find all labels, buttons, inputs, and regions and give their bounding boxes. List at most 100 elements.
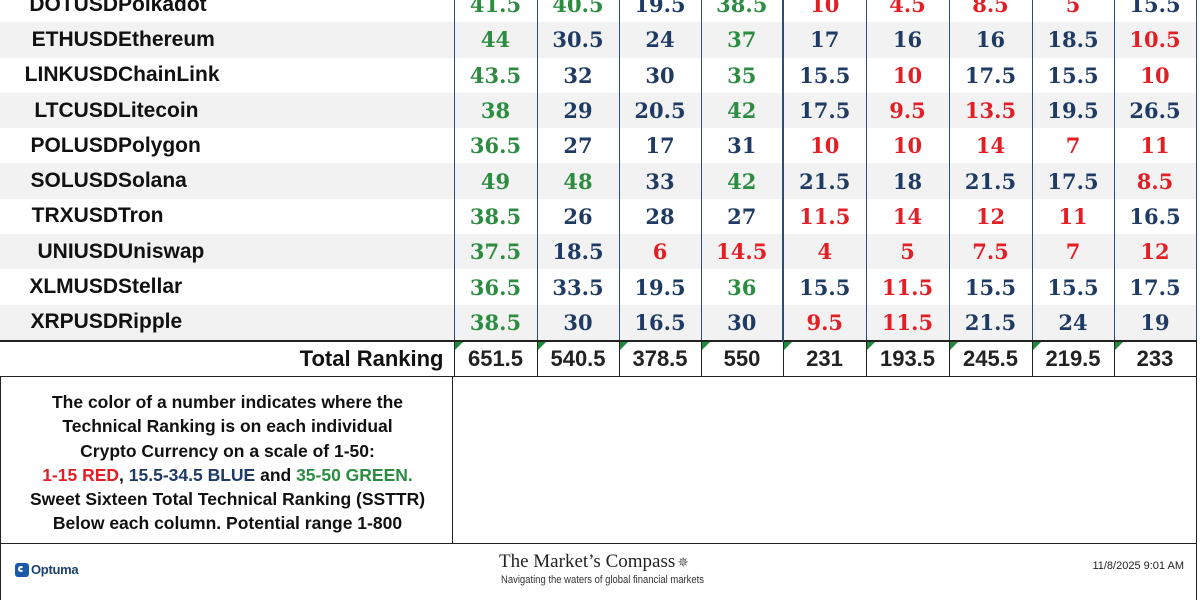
ranking-cell: 26 (537, 198, 620, 235)
ranking-cell: 11.5 (866, 304, 950, 341)
ranking-cell: 30 (537, 304, 620, 341)
crypto-name: Stellar (118, 269, 455, 305)
ranking-cell: 10 (783, 0, 867, 23)
ranking-cell: 15.5 (1114, 0, 1197, 23)
crypto-symbol: TRXUSD (31, 204, 118, 228)
ranking-cell: 21.5 (949, 304, 1033, 341)
ranking-cell: 15.5 (783, 57, 867, 93)
green-triangle-icon (619, 342, 628, 350)
ranking-cell: 32 (537, 57, 620, 93)
green-triangle-icon (949, 342, 958, 350)
ranking-cell: 19.5 (1032, 92, 1115, 129)
total-value: 219.5 (1032, 339, 1115, 377)
ranking-cell: 16 (949, 22, 1033, 58)
ranking-cell: 38.5 (454, 304, 538, 341)
table-row: ETHUSD Ethereum 44 30.5 24 37 17 16 16 18.5 10.5 (0, 22, 1197, 58)
ranking-cell: 11 (1032, 198, 1115, 235)
ranking-cell: 15.5 (1032, 269, 1115, 305)
total-value: 193.5 (866, 339, 950, 377)
ranking-cell: 14.5 (701, 234, 784, 270)
crypto-symbol: UNIUSD (0, 234, 118, 270)
ranking-cell: 14 (866, 198, 950, 235)
empty-panel (453, 376, 1197, 544)
ranking-cell: 15.5 (783, 269, 867, 305)
ranking-cell: 10 (783, 128, 867, 164)
ranking-cell: 8.5 (1114, 163, 1197, 199)
ranking-rows: DOTUSD Polkadot 41.5 40.5 19.5 38.5 10 4.5 8.5 5 1… (0, 0, 1197, 341)
legend-blue-range: 15.5-34.5 BLUE (128, 464, 256, 485)
crypto-name: Solana (118, 163, 455, 199)
ranking-cell: 36.5 (454, 269, 538, 305)
footer: Optuma The Market’s Compass ✵ Navigating … (0, 544, 1197, 600)
ranking-cell: 19.5 (619, 0, 702, 23)
ranking-cell: 29 (537, 92, 620, 129)
crypto-symbol: SOLUSD (0, 163, 118, 199)
crypto-name: Polygon (118, 128, 455, 164)
total-value: 231 (783, 339, 867, 377)
crypto-symbol: XRPUSD (0, 304, 118, 341)
ranking-cell: 15.5 (949, 269, 1033, 305)
ranking-cell: 17.5 (1114, 269, 1197, 305)
crypto-symbol: LTCUSD (0, 92, 118, 129)
ranking-cell: 11 (1114, 128, 1197, 164)
table-row: SOLUSD Solana 49 48 33 42 21.5 18 21.5 17.5 8.5 (0, 163, 1197, 199)
ranking-cell: 9.5 (783, 304, 867, 341)
ranking-cell: 30 (701, 304, 784, 341)
ranking-cell: 36 (701, 269, 784, 305)
ranking-cell: 6 (619, 234, 702, 270)
ranking-cell: 28 (619, 198, 702, 235)
table-row: UNIUSD Uniswap 37.5 18.5 6 14.5 4 5 7.5 7 12 (0, 234, 1197, 270)
total-value: 378.5 (619, 339, 702, 377)
ranking-cell: 21.5 (949, 163, 1033, 199)
ranking-cell: 12 (949, 198, 1033, 235)
table-row: LINKUSD ChainLink 43.5 32 30 35 15.5 10 17.5 15.5… (0, 57, 1197, 93)
crypto-symbol: DOTUSD (29, 0, 118, 16)
total-value: 233 (1114, 339, 1197, 377)
legend-line: The color of a number indicates where th… (51, 392, 404, 412)
optuma-name: Optuma (31, 562, 79, 577)
ranking-cell: 10 (1114, 57, 1197, 93)
legend-text: The color of a number indicates where th… (1, 390, 454, 536)
ranking-cell: 16 (866, 22, 950, 58)
ranking-table: DOTUSD Polkadot 41.5 40.5 19.5 38.5 10 4.5 8.5 5 1… (0, 0, 1197, 377)
ranking-cell: 5 (1032, 0, 1115, 23)
ranking-cell: 13.5 (949, 92, 1033, 129)
ranking-cell: 33.5 (537, 269, 620, 305)
optuma-logo: Optuma (15, 562, 79, 577)
ranking-cell: 43.5 (454, 57, 538, 93)
ranking-cell: 17 (783, 22, 867, 58)
ranking-cell: 42 (701, 92, 784, 129)
crypto-name: Uniswap (118, 234, 455, 270)
ranking-cell: 17 (619, 128, 702, 164)
total-ranking-label: Total Ranking (0, 339, 455, 377)
ranking-cell: 15.5 (1032, 57, 1115, 93)
ranking-cell: 17.5 (1032, 163, 1115, 199)
total-value: 540.5 (537, 339, 620, 377)
ranking-cell: 27 (701, 198, 784, 235)
ranking-cell: 4.5 (866, 0, 950, 23)
ranking-cell: 4 (783, 234, 867, 270)
ranking-cell: 11.5 (783, 198, 867, 235)
crypto-symbol: POLUSD (30, 133, 118, 157)
ranking-cell: 20.5 (619, 92, 702, 129)
legend-red-range: 1-15 RED (42, 464, 120, 485)
ranking-cell: 19 (1114, 304, 1197, 341)
ranking-cell: 44 (454, 22, 538, 58)
ranking-cell: 10 (866, 57, 950, 93)
total-ranking-row: Total Ranking 651.5 540.5 378.5 550 231 … (0, 339, 1197, 377)
legend-color-key: 1-15 RED, 15.5-34.5 BLUE and 35-50 GREEN… (1, 463, 454, 487)
markets-compass-tagline: Navigating the waters of global financia… (501, 574, 704, 586)
crypto-symbol: ETHUSD (0, 22, 118, 58)
legend-line: Technical Ranking is on each individual (62, 416, 393, 437)
crypto-name: Litecoin (118, 92, 455, 129)
ranking-cell: 17.5 (949, 57, 1033, 93)
ranking-cell: 17.5 (783, 92, 867, 129)
ranking-cell: 35 (701, 57, 784, 93)
table-row: LTCUSD Litecoin 38 29 20.5 42 17.5 9.5 13.5 19.5 2… (0, 92, 1197, 129)
legend-line: Crypto Currency on a scale of 1-50: (80, 440, 375, 461)
ranking-cell: 24 (619, 22, 702, 58)
crypto-name: Polkadot (118, 0, 455, 23)
ranking-cell: 8.5 (949, 0, 1033, 23)
ranking-cell: 7 (1032, 234, 1115, 270)
